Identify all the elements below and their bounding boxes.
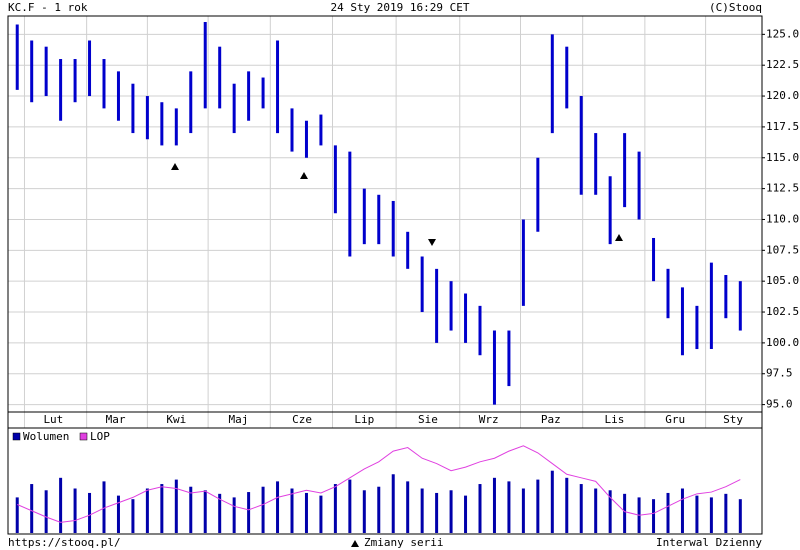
volume-bar — [348, 479, 352, 533]
volume-bar — [218, 493, 222, 533]
volume-bar — [362, 490, 366, 533]
x-tick-label: Paz — [541, 413, 561, 426]
volume-bar — [304, 492, 308, 533]
footer-interval: Interwal Dzienny — [656, 536, 762, 549]
volume-bar — [680, 488, 684, 533]
x-tick-label: Gru — [665, 413, 685, 426]
volume-bar — [420, 488, 424, 533]
y-tick-label: 100.0 — [766, 336, 799, 349]
y-tick-label: 122.5 — [766, 58, 799, 71]
volume-bar — [88, 492, 92, 533]
volume-bar — [565, 477, 569, 533]
volume-bar — [666, 492, 670, 533]
volume-bar — [449, 490, 453, 533]
volume-bar — [695, 495, 699, 533]
volume-bar — [319, 495, 323, 533]
legend-swatch — [12, 432, 21, 441]
volume-bar — [550, 470, 554, 533]
y-tick-label: 102.5 — [766, 305, 799, 318]
y-tick-label: 117.5 — [766, 120, 799, 133]
y-tick-label: 115.0 — [766, 151, 799, 164]
x-tick-label: Sie — [418, 413, 438, 426]
volume-bar — [391, 474, 395, 533]
volume-bar — [116, 495, 120, 533]
volume-bar — [232, 497, 236, 533]
volume-bar — [247, 492, 251, 533]
legend-label: Wolumen — [23, 430, 69, 443]
volume-bar — [623, 493, 627, 533]
volume-bar — [261, 486, 265, 533]
x-tick-label: Kwi — [166, 413, 186, 426]
volume-bar — [435, 492, 439, 533]
lop-line — [17, 445, 741, 523]
x-tick-label: Mar — [106, 413, 126, 426]
volume-bar — [406, 481, 410, 533]
volume-bar — [15, 497, 19, 533]
legend-swatch — [79, 432, 88, 441]
volume-bar — [507, 481, 511, 533]
chart-title: KC.F - 1 rok — [8, 1, 88, 14]
volume-bar — [59, 477, 63, 533]
x-tick-label: Wrz — [479, 413, 499, 426]
y-tick-label: 120.0 — [766, 89, 799, 102]
volume-bar — [724, 493, 728, 533]
volume-bar — [377, 486, 381, 533]
legend-label: LOP — [90, 430, 110, 443]
y-tick-label: 107.5 — [766, 243, 799, 256]
volume-bar — [738, 499, 742, 533]
volume-bar — [73, 488, 77, 533]
volume-bar — [30, 484, 34, 533]
marker-icon — [351, 540, 359, 547]
series-change-marker — [171, 163, 623, 246]
credit: (C)Stooq — [709, 1, 762, 14]
volume-bar — [160, 484, 164, 533]
volume-bar — [478, 484, 482, 533]
volume-bar — [521, 488, 525, 533]
volume-bar — [652, 499, 656, 533]
y-tick-label: 97.5 — [766, 367, 793, 380]
volume-bar — [608, 490, 612, 533]
volume-bar — [44, 490, 48, 533]
frame — [7, 15, 763, 535]
y-tick-label: 112.5 — [766, 182, 799, 195]
volume-bar — [536, 479, 540, 533]
footer-url[interactable]: https://stooq.pl/ — [8, 536, 121, 549]
x-tick-label: Lis — [605, 413, 625, 426]
x-tick-label: Lut — [43, 413, 63, 426]
volume-bar — [579, 484, 583, 533]
volume-bar — [594, 488, 598, 533]
x-tick-label: Sty — [723, 413, 743, 426]
volume-bar — [276, 481, 280, 533]
volume-bar — [174, 479, 178, 533]
x-tick-label: Lip — [354, 413, 374, 426]
x-tick-label: Maj — [229, 413, 249, 426]
volume-bar — [145, 488, 149, 533]
volume-bar — [203, 490, 207, 533]
y-tick-label: 95.0 — [766, 398, 793, 411]
volume-bar — [709, 497, 713, 533]
volume-bar — [131, 499, 135, 533]
volume-bar — [290, 488, 294, 533]
volume-bar — [464, 495, 468, 533]
y-tick-label: 110.0 — [766, 212, 799, 225]
footer-note: Zmiany serii — [364, 536, 443, 549]
x-tick-label: Cze — [292, 413, 312, 426]
y-tick-label: 125.0 — [766, 27, 799, 40]
volume-bar — [102, 481, 106, 533]
volume-bar — [189, 486, 193, 533]
y-tick-label: 105.0 — [766, 274, 799, 287]
volume-bar — [492, 477, 496, 533]
volume-bar — [333, 484, 337, 533]
chart-subtitle: 24 Sty 2019 16:29 CET — [330, 1, 469, 14]
